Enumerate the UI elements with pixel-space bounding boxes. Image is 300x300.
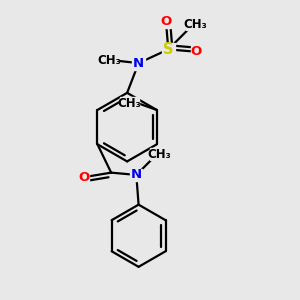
Text: CH₃: CH₃ [118,97,141,110]
Text: CH₃: CH₃ [184,18,208,31]
Text: O: O [160,16,172,28]
Text: CH₃: CH₃ [97,54,121,67]
Bar [150,148,169,160]
Text: O: O [190,45,201,58]
Bar [99,55,119,67]
Bar [162,43,175,56]
Bar [79,171,89,183]
Text: N: N [131,168,142,182]
Text: CH₃: CH₃ [147,148,171,161]
Text: S: S [163,42,173,57]
Bar [130,169,142,181]
Bar [120,97,139,109]
Text: N: N [133,57,144,70]
Bar [186,18,205,30]
Bar [161,16,171,28]
Bar [132,57,145,70]
Text: O: O [78,171,89,184]
Bar [191,46,201,58]
